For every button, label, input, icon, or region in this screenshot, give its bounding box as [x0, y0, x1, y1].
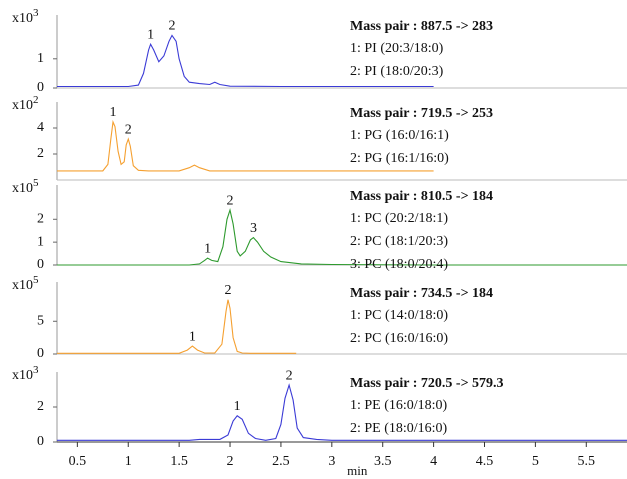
x-tick-label: 2.5 — [272, 454, 290, 469]
annotation: 1: PC (14:0/18:0) — [350, 308, 448, 323]
x-tick-label: 1.5 — [170, 454, 188, 469]
x-tick-label: 5.5 — [578, 454, 596, 469]
multiplier-exponent: 2 — [33, 94, 39, 106]
annotation: 1: PC (20:2/18:1) — [350, 211, 448, 226]
annotation: 2: PG (16:1/16:0) — [350, 151, 449, 166]
x-tick-label: 4.5 — [476, 454, 494, 469]
x-tick-label: 2 — [227, 454, 234, 469]
annotation: 1: PI (20:3/18:0) — [350, 41, 444, 56]
multiplier-exponent: 3 — [33, 364, 39, 376]
multiplier-base: x10 — [12, 181, 33, 196]
peak-label: 1 — [147, 27, 154, 42]
x-tick-label: 3.5 — [374, 454, 392, 469]
trace — [57, 383, 627, 441]
y-multiplier: x102 — [12, 94, 39, 114]
annotation: 3: PC (18:0/20:4) — [350, 257, 448, 272]
panel-title: Mass pair : 734.5 -> 184 — [350, 286, 493, 301]
peak-label: 2 — [225, 283, 232, 298]
panel-title: Mass pair : 887.5 -> 283 — [350, 19, 493, 34]
x-tick-label: 1 — [125, 454, 132, 469]
x-axis-label: min — [347, 463, 368, 478]
multiplier-base: x10 — [12, 98, 33, 113]
panel-title: Mass pair : 810.5 -> 184 — [350, 189, 493, 204]
y-tick-label: 5 — [37, 313, 44, 328]
annotation: 2: PE (18:0/16:0) — [350, 421, 448, 436]
multiplier-exponent: 3 — [33, 7, 39, 19]
y-tick-label: 2 — [37, 146, 44, 161]
y-tick-label: 2 — [37, 399, 44, 414]
multiplier-base: x10 — [12, 368, 33, 383]
annotation: 2: PC (16:0/16:0) — [350, 331, 448, 346]
annotation: 2: PC (18:1/20:3) — [350, 234, 448, 249]
y-tick-label: 4 — [37, 120, 44, 135]
trace — [57, 208, 627, 266]
multiplier-exponent: 5 — [33, 177, 39, 189]
peak-label: 1 — [204, 241, 211, 256]
y-multiplier: x105 — [12, 274, 39, 294]
y-tick-label: 0 — [37, 257, 44, 272]
peak-label: 3 — [250, 221, 257, 236]
multiplier-base: x10 — [12, 278, 33, 293]
peak-label: 1 — [109, 105, 116, 120]
y-tick-label: 2 — [37, 212, 44, 227]
y-multiplier: x105 — [12, 177, 39, 197]
trace — [57, 34, 434, 88]
y-tick-label: 0 — [37, 346, 44, 361]
y-multiplier: x103 — [12, 7, 39, 27]
multiplier-exponent: 5 — [33, 274, 39, 286]
annotation: 2: PI (18:0/20:3) — [350, 64, 444, 79]
multiplier-base: x10 — [12, 11, 33, 26]
x-tick-label: 4 — [430, 454, 437, 469]
annotation: 1: PE (16:0/18:0) — [350, 398, 448, 413]
y-multiplier: x103 — [12, 364, 39, 384]
panel-title: Mass pair : 720.5 -> 579.3 — [350, 376, 504, 391]
y-tick-label: 1 — [37, 51, 44, 66]
annotation: 1: PG (16:0/16:1) — [350, 128, 449, 143]
peak-label: 1 — [189, 329, 196, 344]
peak-label: 1 — [234, 399, 241, 414]
x-tick-label: 0.5 — [69, 454, 87, 469]
trace — [57, 119, 434, 172]
y-tick-label: 1 — [37, 234, 44, 249]
x-tick-label: 5 — [532, 454, 539, 469]
x-tick-label: 3 — [328, 454, 335, 469]
peak-label: 2 — [169, 19, 176, 34]
peak-label: 2 — [227, 193, 234, 208]
trace — [57, 299, 297, 354]
y-tick-label: 0 — [37, 80, 44, 95]
y-tick-label: 0 — [37, 434, 44, 449]
peak-label: 2 — [125, 122, 132, 137]
panel-title: Mass pair : 719.5 -> 253 — [350, 106, 493, 121]
peak-label: 2 — [286, 368, 293, 383]
